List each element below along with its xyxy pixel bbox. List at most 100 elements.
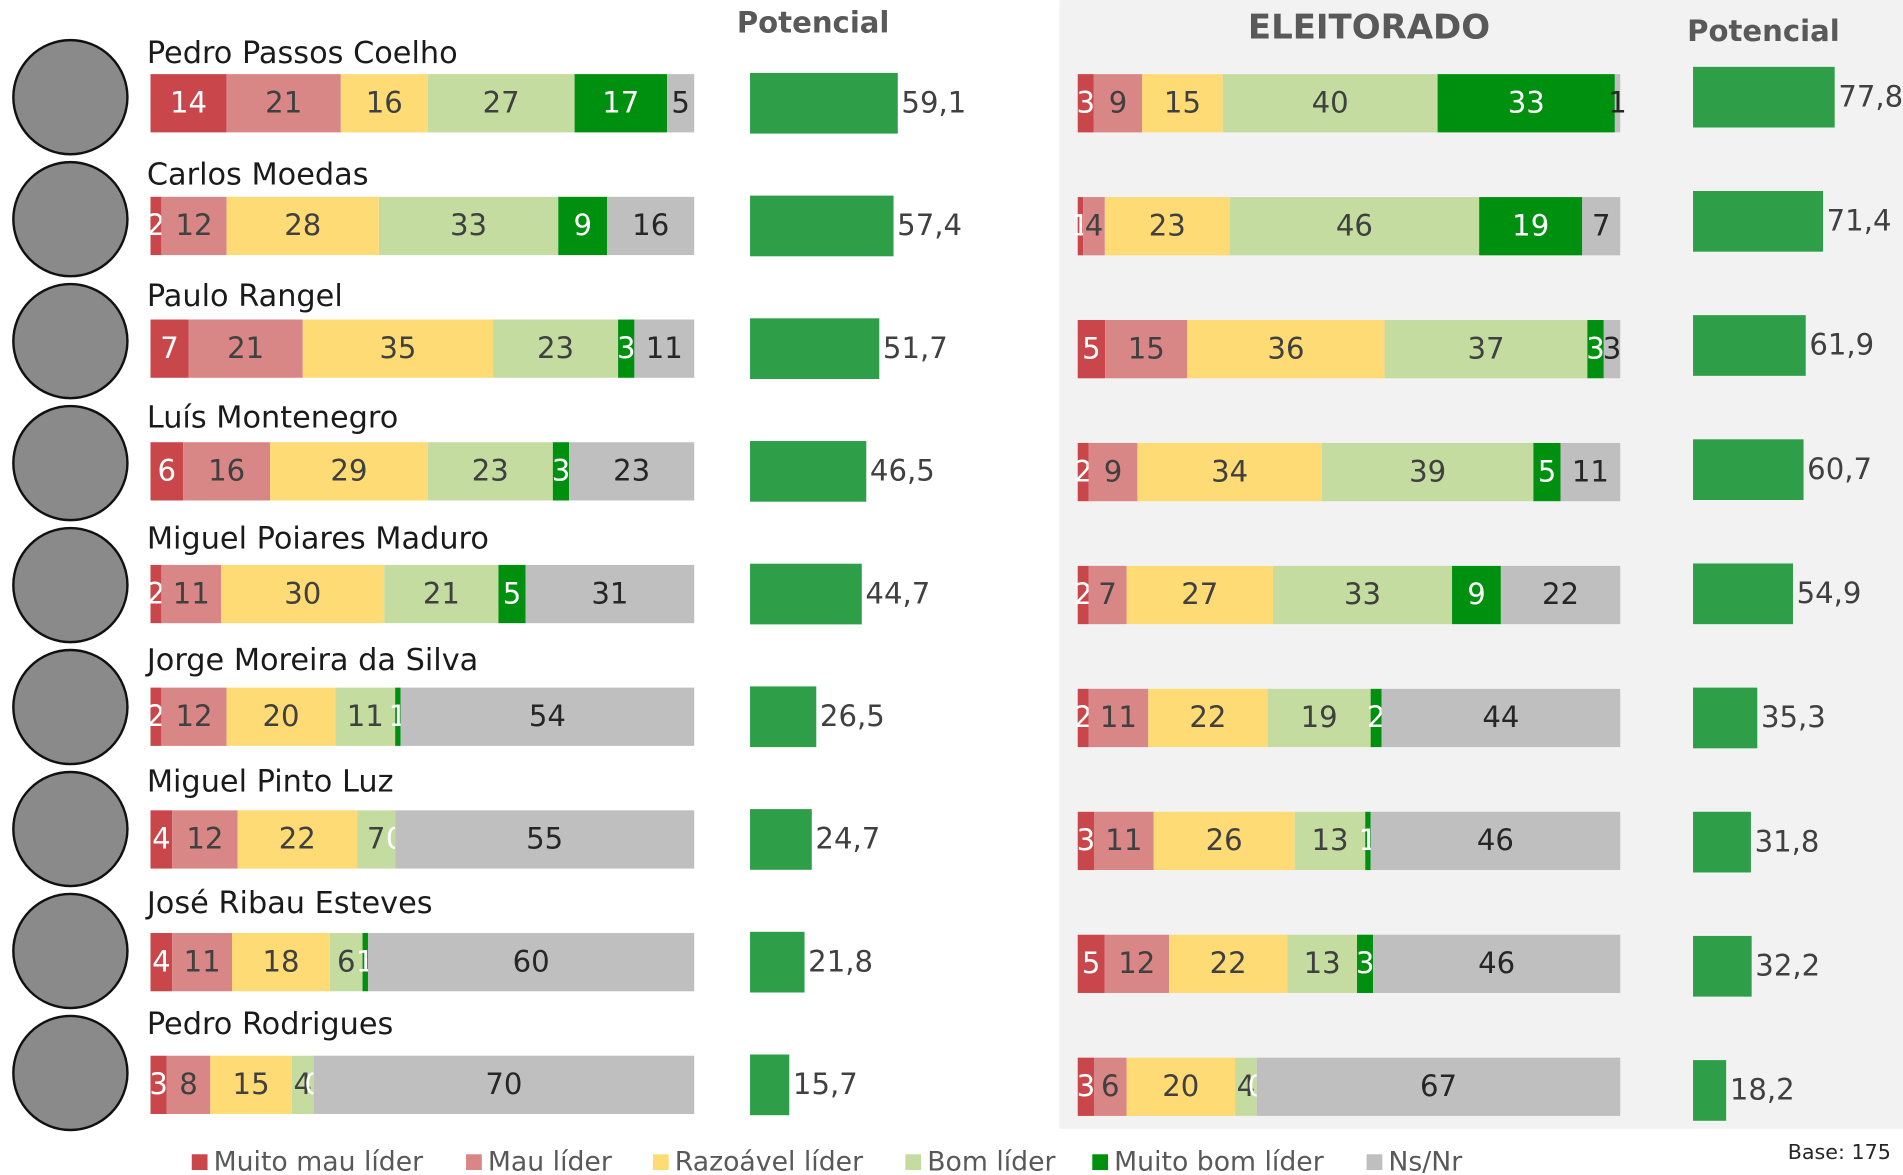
value-label: 54,9 (1797, 576, 1862, 610)
segment-label: 27 (483, 85, 520, 119)
value-label: 46,5 (870, 454, 935, 488)
segment-label: 21 (227, 331, 264, 365)
legend-swatch (653, 1154, 669, 1170)
legend-swatch (466, 1154, 482, 1170)
segment-label: 33 (450, 208, 487, 242)
segment-label: 55 (526, 822, 563, 856)
segment-label: 54 (529, 699, 566, 733)
value-label: 35,3 (1761, 700, 1826, 734)
bar (1693, 812, 1751, 873)
chart-title: ELEITORADO (1248, 8, 1490, 48)
bar (750, 686, 816, 747)
bar (1693, 439, 1804, 500)
segment-label: 33 (1508, 85, 1545, 119)
candidate-name: Miguel Poiares Maduro (147, 522, 489, 557)
segment-label: 4 (1085, 208, 1104, 242)
value-label: 51,7 (883, 331, 948, 365)
segment-label: 44 (1482, 700, 1519, 734)
segment-label: 7 (1098, 577, 1117, 611)
note: Base: 175 (1788, 1140, 1891, 1164)
legend-label: Ns/Nr (1388, 1146, 1462, 1175)
value-label: 32,2 (1755, 948, 1820, 982)
segment-label: 15 (1164, 85, 1201, 119)
segment-label: 3 (1356, 946, 1375, 980)
segment-label: 6 (158, 454, 177, 488)
segment-label: 7 (367, 822, 386, 856)
segment-label: 6 (337, 944, 356, 978)
candidate-name: Luís Montenegro (147, 400, 398, 435)
segment-label: 23 (1149, 208, 1186, 242)
segment-label: 35 (379, 331, 416, 365)
segment-label: 33 (1344, 577, 1381, 611)
segment-label: 12 (175, 208, 212, 242)
bar (750, 196, 894, 257)
segment-label: 19 (1301, 700, 1338, 734)
segment-label: 31 (591, 576, 628, 610)
bar (1693, 315, 1806, 376)
segment-label: 3 (617, 331, 636, 365)
segment-label: 3 (1077, 1069, 1096, 1103)
legend-swatch (192, 1154, 208, 1170)
segment-label: 5 (1538, 454, 1557, 488)
bar (1693, 563, 1793, 624)
segment-label: 18 (262, 944, 299, 978)
value-label: 61,9 (1809, 328, 1874, 362)
segment-label: 22 (279, 822, 316, 856)
segment-label: 6 (1101, 1069, 1120, 1103)
value-label: 60,7 (1807, 452, 1872, 486)
avatar (13, 1016, 127, 1130)
segment-label: 12 (175, 699, 212, 733)
segment-label: 19 (1512, 208, 1549, 242)
candidate-name: Pedro Passos Coelho (147, 36, 458, 71)
bar (750, 441, 866, 502)
legend-swatch (905, 1154, 921, 1170)
candidate-name: Pedro Rodrigues (147, 1007, 393, 1042)
segment-label: 3 (1603, 331, 1622, 365)
segment-label: 16 (366, 85, 403, 119)
avatar (13, 40, 127, 154)
segment-label: 26 (1206, 823, 1243, 857)
segment-label: 27 (1181, 577, 1218, 611)
value-label: 57,4 (897, 208, 962, 242)
candidate-name: Carlos Moedas (147, 158, 369, 193)
segment-label: 34 (1211, 454, 1248, 488)
segment-label: 11 (1105, 823, 1142, 857)
segment-label: 12 (186, 822, 223, 856)
legend-label: Razoável líder (675, 1146, 863, 1175)
bar (750, 932, 805, 993)
legend-label: Bom líder (927, 1146, 1055, 1175)
segment-label: 3 (1077, 85, 1096, 119)
segment-label: 23 (613, 454, 650, 488)
value-label: 44,7 (865, 576, 930, 610)
segment-label: 20 (262, 699, 299, 733)
value-label: 21,8 (808, 944, 873, 978)
bar (1693, 936, 1752, 997)
segment-label: 13 (1311, 823, 1348, 857)
bar (750, 564, 862, 625)
segment-label: 23 (537, 331, 574, 365)
bar (1693, 191, 1823, 252)
legend-label: Muito mau líder (214, 1146, 424, 1175)
segment-label: 11 (173, 576, 210, 610)
segment-label: 16 (632, 208, 669, 242)
segment-label: 5 (1082, 331, 1101, 365)
segment-label: 20 (1162, 1069, 1199, 1103)
segment-label: 8 (179, 1067, 198, 1101)
legend-swatch (1367, 1154, 1383, 1170)
candidate-name: José Ribau Esteves (145, 886, 433, 921)
value-label: 18,2 (1730, 1073, 1795, 1107)
segment-label: 5 (503, 576, 522, 610)
segment-label: 46 (1478, 946, 1515, 980)
segment-label: 11 (347, 699, 384, 733)
candidate-name: Paulo Rangel (147, 279, 343, 314)
bar (750, 73, 898, 134)
segment-label: 7 (1592, 208, 1611, 242)
legend-swatch (1092, 1154, 1108, 1170)
chart-title: Potencial (1687, 14, 1840, 48)
segment-label: 15 (1128, 331, 1165, 365)
segment-label: 4 (152, 822, 171, 856)
segment-label: 28 (284, 208, 321, 242)
segment-label: 15 (233, 1067, 270, 1101)
segment-label: 14 (170, 85, 207, 119)
avatar (13, 650, 127, 764)
